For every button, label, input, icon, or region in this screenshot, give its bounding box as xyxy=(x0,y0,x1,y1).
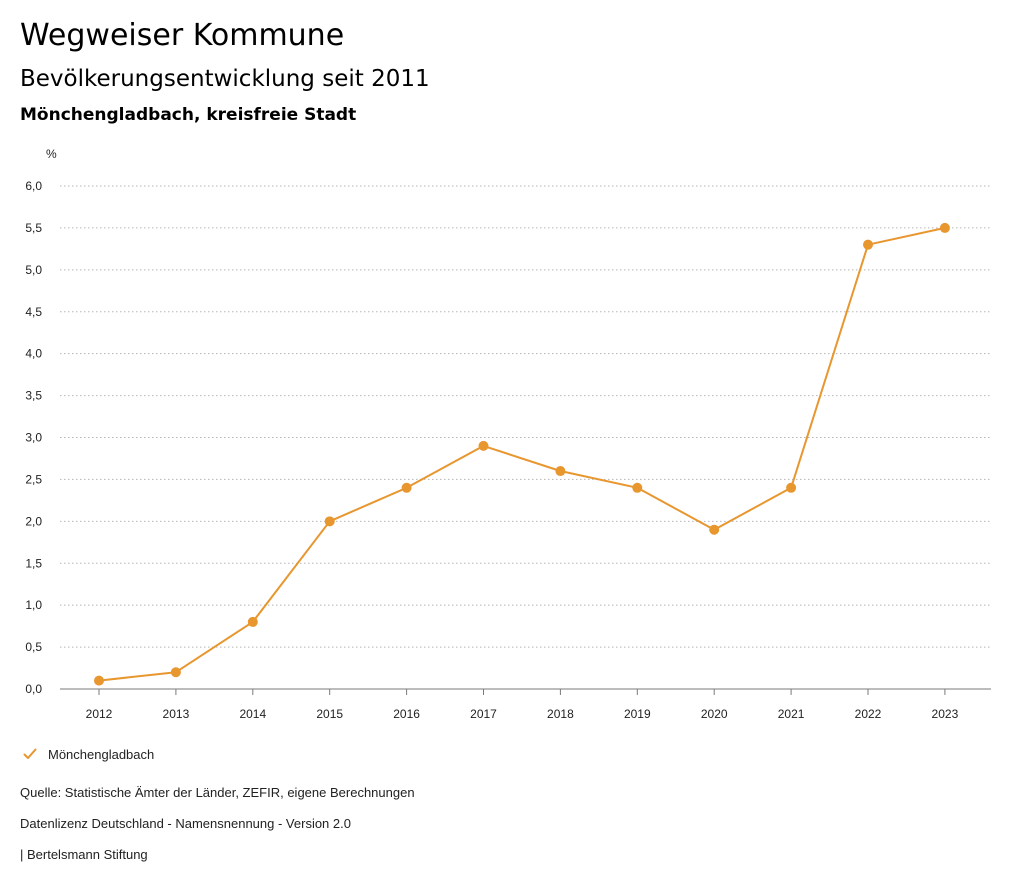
x-tick-label: 2014 xyxy=(239,707,266,721)
data-point-2017[interactable] xyxy=(478,440,489,451)
data-point-2019[interactable] xyxy=(632,482,643,493)
legend-label: Mönchengladbach xyxy=(48,746,155,762)
y-tick-label: 5,5 xyxy=(25,221,42,235)
x-tick-label: 2023 xyxy=(932,707,959,721)
data-point-2015[interactable] xyxy=(324,516,335,527)
publisher-note: | Bertelsmann Stiftung xyxy=(20,847,148,862)
legend-item[interactable]: Mönchengladbach xyxy=(22,744,154,764)
check-icon xyxy=(23,748,37,759)
source-note: Quelle: Statistische Ämter der Länder, Z… xyxy=(20,785,415,800)
y-tick-label: 1,5 xyxy=(25,556,42,570)
data-point-2022[interactable] xyxy=(863,239,873,250)
data-point-2021[interactable] xyxy=(786,482,797,493)
y-tick-label: 4,5 xyxy=(25,305,42,319)
y-tick-label: 0,5 xyxy=(25,640,42,654)
x-tick-label: 2015 xyxy=(316,707,343,721)
x-axis: 2012 2013 2014 2015 2016 2017 2018 2019 2020 2021… xyxy=(60,688,991,721)
data-point-2014[interactable] xyxy=(247,616,258,627)
license-note: Datenlizenz Deutschland - Namensnennung … xyxy=(20,816,351,831)
y-tick-label: 4,0 xyxy=(25,347,42,361)
x-tick-label: 2013 xyxy=(163,707,190,721)
x-tick-label: 2020 xyxy=(701,707,728,721)
y-tick-label: 3,5 xyxy=(25,389,42,403)
y-tick-label: 6,0 xyxy=(25,179,42,193)
y-tick-label: 2,5 xyxy=(25,472,42,486)
x-tick-label: 2012 xyxy=(86,707,113,721)
series-layer xyxy=(94,222,950,686)
x-tick-label: 2019 xyxy=(624,707,651,721)
data-point-2020[interactable] xyxy=(709,524,720,535)
y-tick-label: 0,0 xyxy=(25,682,42,696)
y-axis-unit-label: % xyxy=(46,147,57,161)
x-tick-label: 2017 xyxy=(470,707,497,721)
region-name: Mönchengladbach, kreisfreie Stadt xyxy=(20,105,357,125)
series-line-0 xyxy=(98,226,946,682)
x-tick-label: 2016 xyxy=(393,707,420,721)
data-point-2013[interactable] xyxy=(170,667,181,678)
chart-subtitle: Bevölkerungsentwicklung seit 2011 xyxy=(20,66,430,92)
data-point-2012[interactable] xyxy=(94,675,104,686)
data-point-2018[interactable] xyxy=(555,466,566,477)
y-tick-label: 3,0 xyxy=(25,431,42,445)
y-tick-label: 1,0 xyxy=(25,598,42,612)
x-tick-label: 2022 xyxy=(855,707,882,721)
x-tick-label: 2018 xyxy=(547,707,574,721)
gridlines xyxy=(60,185,991,648)
data-point-2016[interactable] xyxy=(401,482,412,493)
y-axis-ticks: 0,0 0,5 1,0 1,5 2,0 2,5 3,0 3,5 4,0 4,5 5,0 5,5 6,0 xyxy=(25,179,42,696)
app-title: Wegweiser Kommune xyxy=(20,18,345,53)
x-tick-label: 2021 xyxy=(778,707,805,721)
y-tick-label: 5,0 xyxy=(25,263,42,277)
line-chart: % 0,0 0,5 1,0 1,5 2,0 2,5 3,0 3,5 4,0 4,5 5,0 5,5 6,… xyxy=(25,147,991,721)
y-tick-label: 2,0 xyxy=(25,514,42,528)
data-point-2023[interactable] xyxy=(939,222,950,233)
